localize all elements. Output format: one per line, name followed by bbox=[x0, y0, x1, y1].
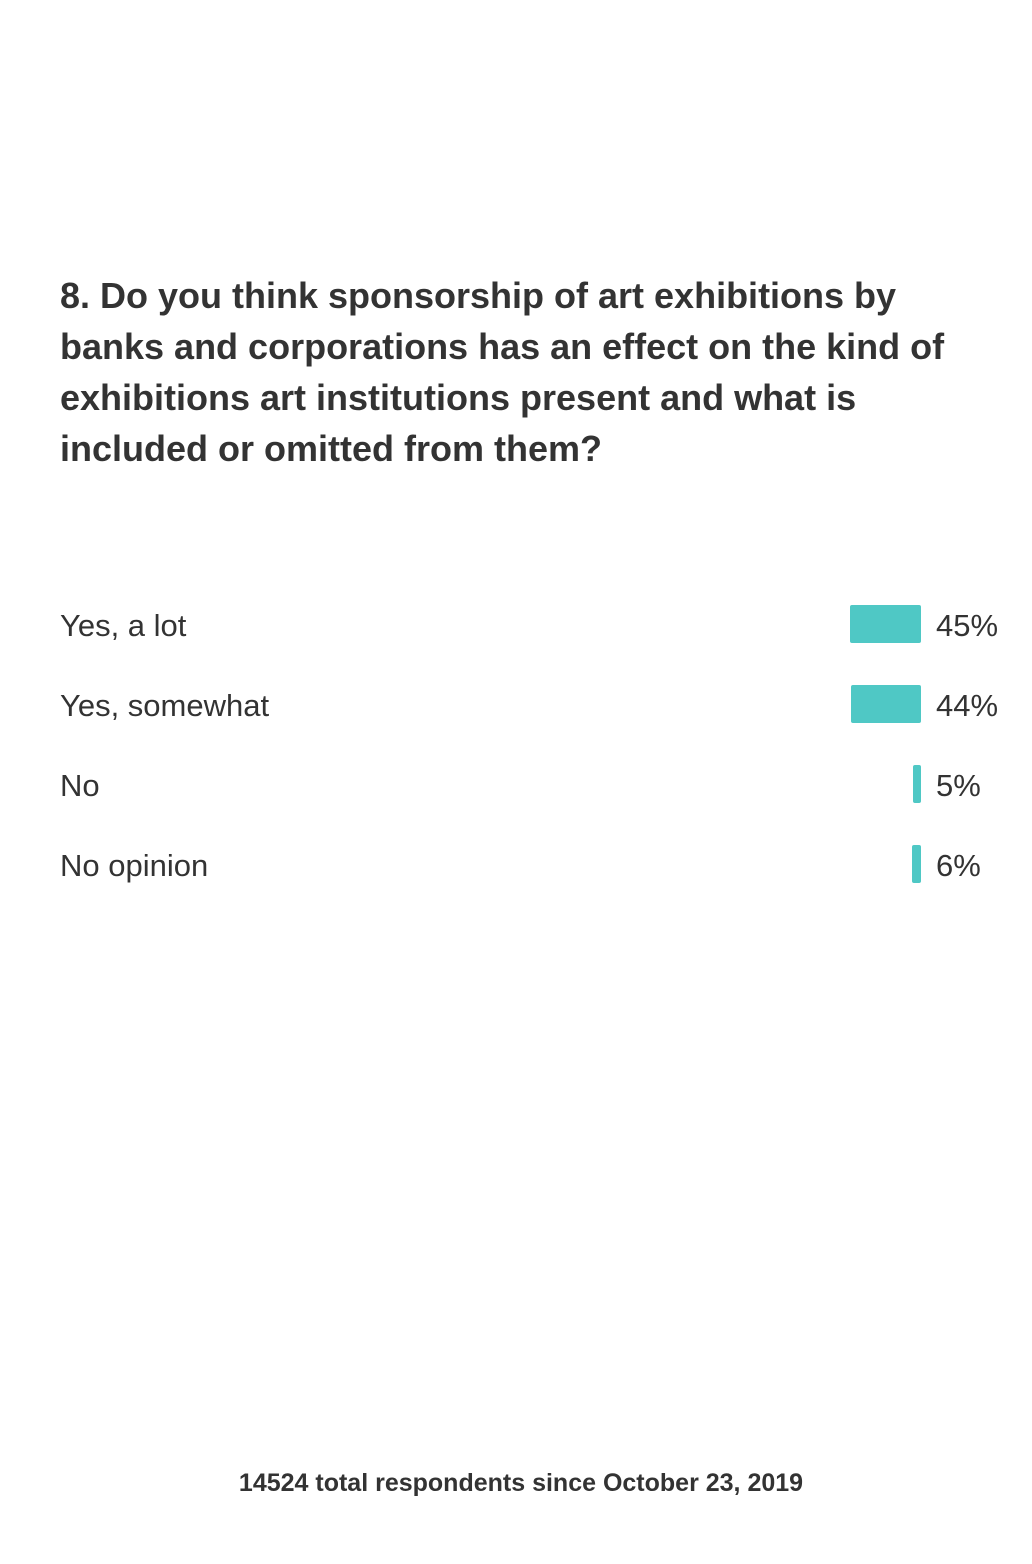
result-row: Yes, a lot 45% bbox=[60, 600, 1002, 680]
results-chart: Yes, a lot 45% Yes, somewhat 44% No 5% No opin… bbox=[60, 600, 1002, 920]
percent-label: 45% bbox=[936, 608, 999, 643]
result-bar bbox=[913, 765, 921, 803]
option-label: No bbox=[60, 768, 100, 803]
option-label: Yes, a lot bbox=[60, 608, 187, 643]
percent-label: 6% bbox=[936, 848, 981, 883]
result-bar bbox=[912, 845, 921, 883]
respondents-count: 14524 total respondents since October 23… bbox=[238, 1469, 804, 1497]
result-row: No 5% bbox=[60, 760, 1002, 840]
percent-label: 5% bbox=[936, 768, 981, 803]
result-bar bbox=[851, 685, 921, 723]
poll-question: 8. Do you think sponsorship of art exhib… bbox=[60, 275, 945, 469]
option-label: Yes, somewhat bbox=[60, 688, 270, 723]
result-bar bbox=[850, 605, 921, 643]
option-label: No opinion bbox=[60, 848, 209, 883]
percent-label: 44% bbox=[936, 688, 999, 723]
result-row: No opinion 6% bbox=[60, 840, 1002, 920]
result-row: Yes, somewhat 44% bbox=[60, 680, 1002, 760]
